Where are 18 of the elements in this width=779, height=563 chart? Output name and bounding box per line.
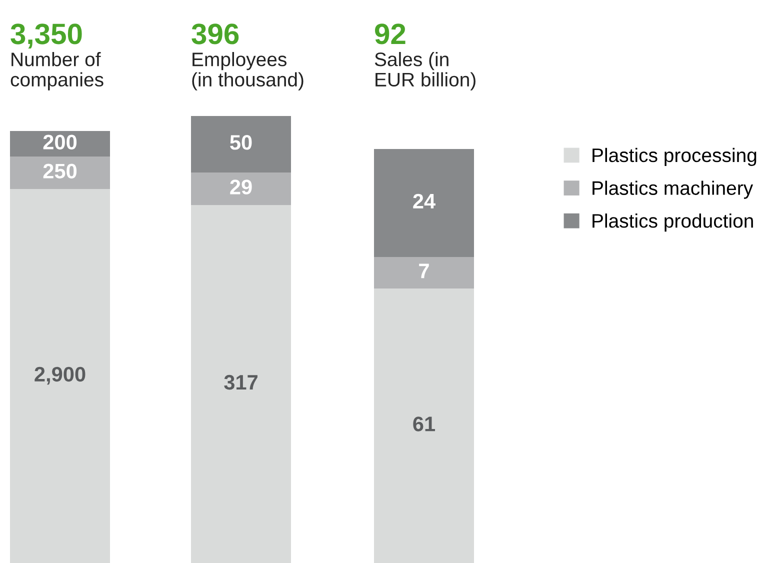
data-label: 317: [224, 374, 258, 390]
chart-title: 92: [375, 24, 406, 44]
data-label: 250: [43, 164, 77, 179]
legend-label: Plastics machinery: [592, 180, 754, 199]
data-label: 29: [230, 180, 252, 194]
data-label: 61: [413, 416, 436, 432]
legend-label: Plastics processing: [592, 148, 756, 166]
chart-title: 3,350: [10, 24, 82, 49]
chart-title: 396: [192, 24, 239, 44]
chart-subtitle: Sales (in EUR billion): [374, 52, 476, 90]
data-label: 50: [230, 135, 252, 150]
data-label: 2,900: [34, 366, 86, 385]
data-label: 24: [413, 194, 436, 208]
chart-subtitle: Employees (in thousand): [192, 52, 304, 90]
legend-label: Plastics production: [592, 214, 753, 232]
chart-subtitle: Number of companies: [10, 52, 104, 90]
data-label: 200: [43, 134, 77, 150]
data-label: 7: [419, 264, 429, 278]
